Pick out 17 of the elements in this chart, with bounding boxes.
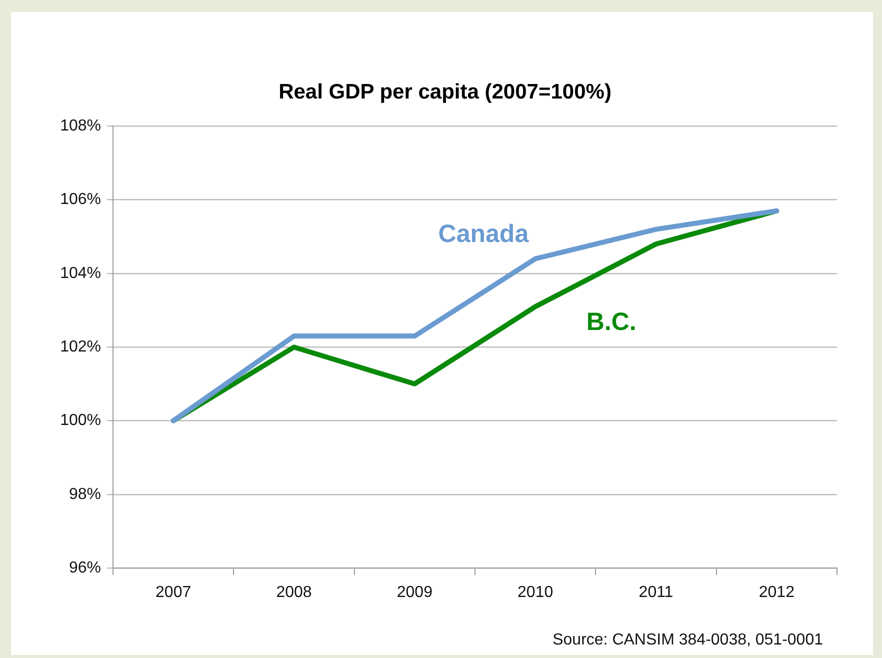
series-label: B.C. [586,308,636,336]
series-label: Canada [438,220,530,248]
y-tick-label: 106% [60,191,101,208]
x-tick-label: 2009 [396,584,433,602]
x-tick-label: 2010 [518,584,554,602]
chart-title: Real GDP per capita (2007=100%) [278,80,612,104]
y-tick-label: 96% [68,559,101,576]
x-tick-label: 2007 [156,584,192,602]
x-tick-label: 2012 [758,584,795,602]
y-tick-label: 100% [60,412,101,430]
x-tick-label: 2008 [276,584,312,602]
x-tick-label: 2011 [638,584,674,602]
y-tick-label: 108% [60,118,101,135]
y-tick-label: 102% [60,338,101,356]
y-tick-label: 98% [68,486,101,503]
y-tick-label: 104% [60,264,101,282]
source-note: Source: CANSIM 384-0038, 051-0001 [552,631,824,648]
